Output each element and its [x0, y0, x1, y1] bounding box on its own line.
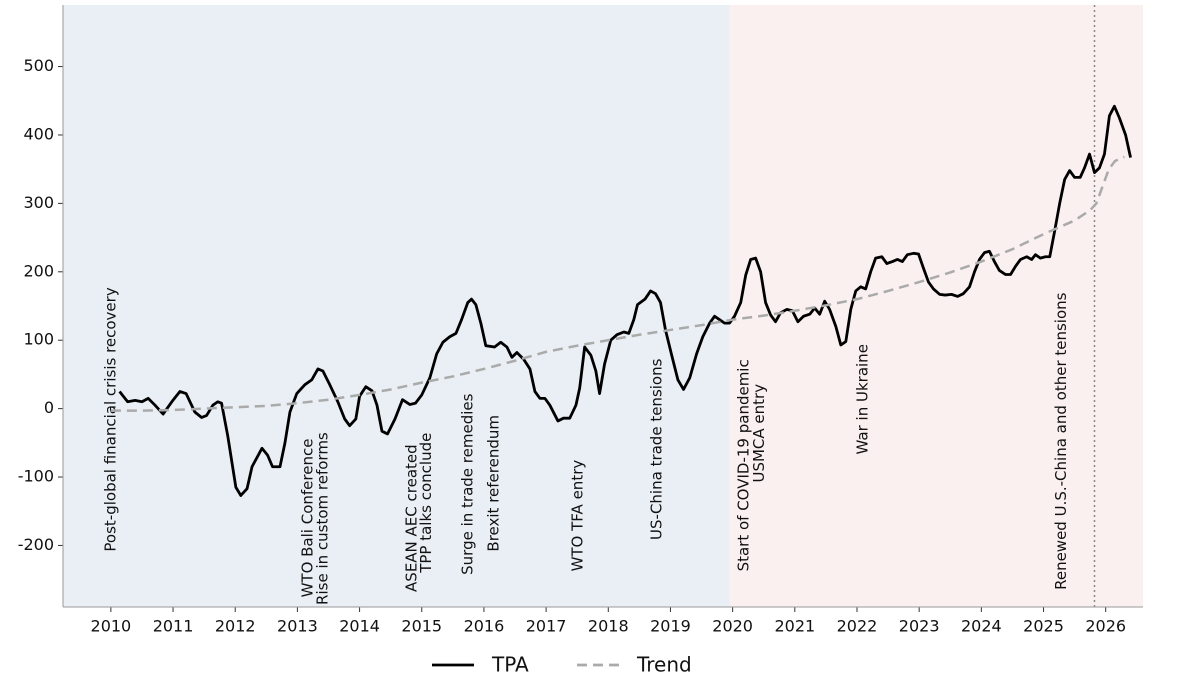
- x-tick-label: 2021: [774, 617, 815, 636]
- annotation: WTO Bali Conference: [298, 439, 316, 598]
- x-tick-label: 2016: [464, 617, 505, 636]
- x-tick-label: 2018: [588, 617, 629, 636]
- y-tick-label: 400: [23, 124, 54, 143]
- annotation: Rise in custom reforms: [313, 432, 331, 605]
- annotation: Post-global financial crisis recovery: [101, 287, 119, 551]
- series-line: [118, 104, 1132, 497]
- y-tick-label: 500: [23, 56, 54, 75]
- annotation: US-China trade tensions: [647, 358, 665, 540]
- x-tick-label: 2012: [215, 617, 256, 636]
- annotation: ASEAN AEC created: [402, 444, 420, 592]
- y-tick-label: 300: [23, 193, 54, 212]
- x-tick-label: 2013: [277, 617, 318, 636]
- series-line: [110, 155, 1125, 412]
- y-tick-label: 0: [44, 398, 54, 417]
- x-tick-label: 2020: [712, 617, 753, 636]
- x-tick-label: 2025: [1023, 617, 1064, 636]
- annotation: USMCA entry: [750, 384, 768, 483]
- x-tick-label: 2015: [401, 617, 442, 636]
- annotation: Surge in trade remedies: [458, 393, 476, 574]
- y-tick-label: -200: [18, 535, 54, 554]
- x-tick-label: 2024: [961, 617, 1002, 636]
- annotation: War in Ukraine: [854, 344, 872, 454]
- x-tick-label: 2019: [650, 617, 691, 636]
- shaded-region: [63, 5, 730, 607]
- x-tick-label: 2014: [339, 617, 380, 636]
- annotation: Start of COVID-19 pandemic: [734, 359, 752, 571]
- x-tick-label: 2010: [91, 617, 132, 636]
- shaded-region: [729, 5, 1143, 607]
- annotation: WTO TFA entry: [568, 460, 586, 572]
- y-tick-label: -100: [18, 467, 54, 486]
- x-tick-label: 2011: [153, 617, 194, 636]
- legend-label: Trend: [636, 653, 692, 675]
- annotation: Brexit referendum: [484, 415, 502, 552]
- annotation: Renewed U.S.-China and other tensions: [1052, 292, 1070, 590]
- x-tick-label: 2017: [526, 617, 567, 636]
- x-tick-label: 2026: [1085, 617, 1126, 636]
- x-tick-label: 2023: [899, 617, 940, 636]
- legend-label: TPA: [491, 653, 529, 675]
- annotation: TPP talks conclude: [417, 433, 435, 574]
- y-tick-label: 200: [23, 261, 54, 280]
- x-tick-label: 2022: [837, 617, 878, 636]
- y-tick-label: 100: [23, 330, 54, 349]
